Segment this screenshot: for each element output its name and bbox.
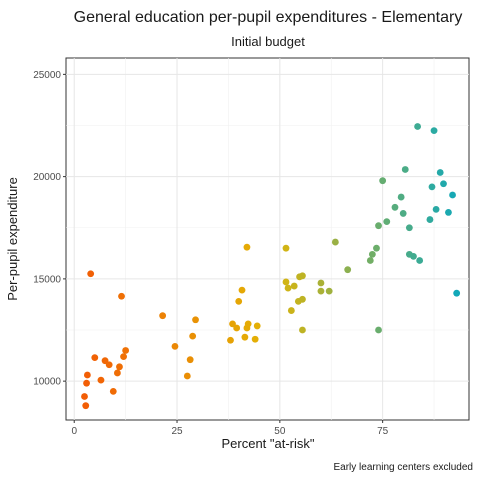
data-points [81, 123, 461, 410]
x-tick-label: 25 [171, 426, 183, 437]
data-point [299, 295, 306, 303]
data-point [317, 279, 325, 287]
data-point [83, 379, 90, 387]
y-tick-label: 25000 [33, 70, 61, 81]
data-point [282, 278, 290, 286]
data-point [116, 363, 123, 371]
data-point [426, 216, 434, 223]
plot-panel [65, 57, 470, 421]
x-tick-label: 75 [377, 426, 389, 437]
data-point [430, 127, 438, 135]
data-point [87, 270, 95, 278]
chart-caption: Early learning centers excluded [333, 462, 473, 473]
x-axis-label: Percent "at-risk" [221, 436, 314, 451]
data-point [81, 393, 88, 400]
data-point [287, 307, 295, 314]
data-point [453, 289, 461, 297]
data-point [244, 320, 252, 328]
data-point [284, 284, 292, 292]
data-point [82, 402, 90, 410]
data-point [183, 372, 191, 380]
data-point [383, 218, 391, 226]
data-point [373, 244, 380, 252]
data-point [391, 203, 399, 211]
y-axis-label: Per-pupil expenditure [5, 177, 20, 301]
data-point [122, 347, 130, 354]
data-point [238, 286, 246, 294]
data-point [290, 282, 298, 290]
data-point [399, 210, 407, 217]
x-tick-label: 50 [274, 426, 286, 437]
chart-title: General education per-pupil expenditures… [74, 9, 463, 26]
data-point [105, 361, 113, 369]
data-point [436, 169, 444, 176]
data-point [375, 222, 382, 230]
data-point [114, 369, 121, 377]
data-point [414, 123, 421, 130]
data-point [233, 324, 241, 332]
data-point [317, 287, 325, 295]
data-point [299, 272, 306, 280]
data-point [251, 335, 259, 343]
data-point [109, 387, 117, 395]
data-point [120, 353, 127, 360]
data-point [186, 356, 194, 364]
data-point [325, 287, 333, 295]
x-tick-label: 0 [71, 426, 77, 437]
data-point [97, 376, 105, 384]
data-point [344, 266, 352, 274]
data-point [118, 292, 125, 300]
y-tick-label: 20000 [33, 172, 61, 183]
data-point [440, 180, 447, 188]
data-point [410, 252, 417, 260]
chart-subtitle: Initial budget [231, 34, 305, 49]
data-point [445, 209, 452, 216]
data-point [331, 238, 339, 246]
data-point [83, 371, 91, 379]
y-tick-label: 15000 [33, 274, 61, 285]
data-point [235, 297, 243, 305]
data-point [241, 333, 249, 341]
data-point [192, 316, 199, 324]
data-point [397, 193, 405, 201]
data-point [91, 354, 99, 362]
data-point [253, 322, 261, 330]
data-point [366, 257, 374, 264]
data-point [379, 177, 387, 185]
y-tick-label: 10000 [33, 377, 61, 388]
data-point [401, 166, 409, 173]
data-point [368, 250, 376, 258]
axis-ticks: 0 25 50 75 10000 15000 20000 25000 [33, 70, 388, 437]
data-point [243, 243, 251, 251]
data-point [449, 191, 456, 199]
data-point [405, 224, 413, 232]
data-point [171, 342, 179, 350]
data-point [432, 205, 440, 213]
data-point [282, 244, 290, 252]
data-point [416, 257, 424, 264]
data-point [299, 326, 306, 334]
grid-lines [66, 58, 469, 420]
data-point [189, 332, 197, 340]
data-point [375, 326, 382, 334]
data-point [159, 312, 167, 320]
data-point [227, 336, 234, 344]
data-point [428, 183, 436, 191]
